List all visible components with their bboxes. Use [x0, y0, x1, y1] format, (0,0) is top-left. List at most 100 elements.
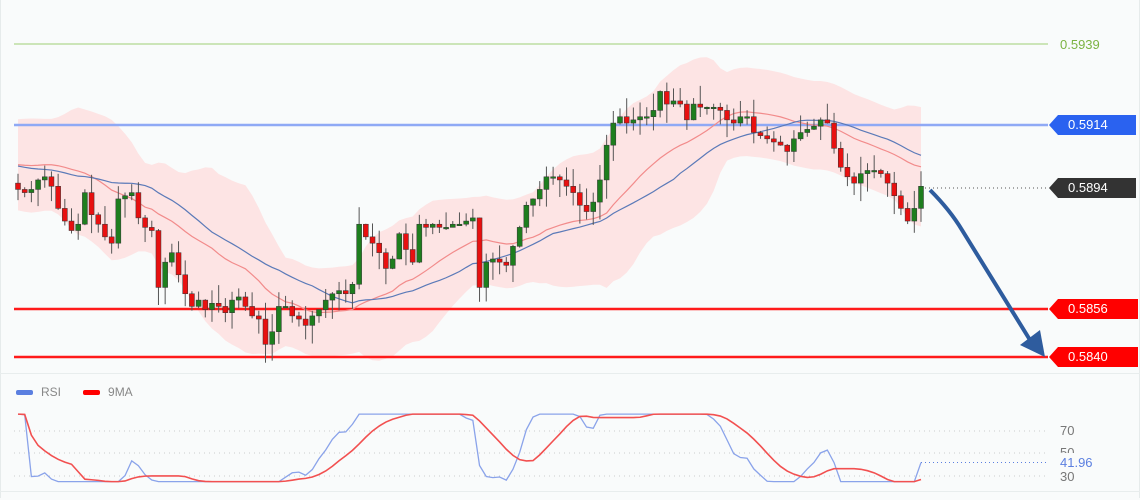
candle-body[interactable] — [757, 132, 764, 136]
candle-body[interactable] — [536, 189, 543, 200]
candle-body[interactable] — [195, 299, 202, 307]
candle-body[interactable] — [670, 100, 677, 105]
candle-body[interactable] — [115, 198, 122, 244]
candle-body[interactable] — [476, 217, 483, 288]
candle-body[interactable] — [128, 192, 135, 197]
candle-body[interactable] — [557, 176, 563, 181]
candle-body[interactable] — [470, 217, 476, 222]
candle-body[interactable] — [530, 198, 536, 206]
candle-body[interactable] — [898, 195, 904, 209]
candle-body[interactable] — [637, 116, 643, 121]
candle-body[interactable] — [302, 318, 309, 326]
candle-body[interactable] — [416, 223, 423, 263]
candle-body[interactable] — [396, 233, 403, 260]
candle-body[interactable] — [730, 119, 737, 124]
candle-body[interactable] — [376, 242, 382, 253]
candle-body[interactable] — [583, 204, 590, 212]
candle-body[interactable] — [570, 186, 576, 193]
candle-body[interactable] — [677, 100, 683, 105]
candle-body[interactable] — [523, 204, 530, 228]
candle-body[interactable] — [496, 258, 503, 263]
candle-body[interactable] — [256, 315, 262, 320]
candle-body[interactable] — [309, 315, 316, 326]
candle-body[interactable] — [343, 290, 349, 295]
candle-body[interactable] — [322, 299, 329, 310]
candle-body[interactable] — [155, 230, 162, 288]
candle-body[interactable] — [135, 192, 142, 219]
candle-body[interactable] — [175, 252, 182, 276]
candle-body[interactable] — [884, 173, 891, 184]
candle-body[interactable] — [577, 192, 583, 206]
candle-body[interactable] — [235, 296, 242, 301]
candle-body[interactable] — [229, 299, 235, 313]
candle-body[interactable] — [450, 223, 456, 228]
candle-body[interactable] — [904, 208, 911, 222]
candle-body[interactable] — [644, 116, 650, 119]
candle-body[interactable] — [777, 141, 784, 146]
candle-body[interactable] — [68, 220, 75, 231]
candle-body[interactable] — [791, 138, 797, 152]
candle-body[interactable] — [242, 296, 249, 307]
candle-body[interactable] — [329, 293, 336, 301]
candle-body[interactable] — [28, 189, 35, 193]
candle-body[interactable] — [35, 179, 41, 190]
candle-body[interactable] — [363, 223, 369, 238]
candle-body[interactable] — [797, 132, 804, 140]
candle-body[interactable] — [710, 106, 717, 109]
candle-body[interactable] — [510, 246, 516, 266]
candle-body[interactable] — [169, 252, 175, 263]
candle-body[interactable] — [563, 179, 570, 187]
candle-body[interactable] — [423, 223, 429, 228]
candle-body[interactable] — [851, 176, 857, 184]
candle-body[interactable] — [610, 122, 617, 146]
candle-body[interactable] — [142, 217, 148, 228]
legend-rsi[interactable]: RSI — [16, 385, 61, 399]
candle-body[interactable] — [122, 195, 128, 200]
candle-body[interactable] — [349, 284, 356, 295]
candle-body[interactable] — [409, 249, 416, 263]
candle-body[interactable] — [162, 261, 168, 288]
candle-body[interactable] — [597, 179, 603, 203]
candle-body[interactable] — [149, 227, 155, 231]
candle-body[interactable] — [744, 116, 750, 119]
candle-body[interactable] — [724, 110, 730, 121]
candle-body[interactable] — [878, 170, 884, 174]
candle-body[interactable] — [383, 252, 389, 269]
candle-body[interactable] — [717, 106, 724, 111]
candle-body[interactable] — [824, 119, 831, 124]
candle-body[interactable] — [55, 186, 61, 209]
candle-body[interactable] — [490, 258, 496, 263]
candle-body[interactable] — [911, 208, 918, 222]
candle-body[interactable] — [483, 261, 489, 288]
candle-body[interactable] — [844, 167, 851, 178]
candle-body[interactable] — [202, 299, 209, 310]
candle-body[interactable] — [864, 170, 871, 174]
candle-body[interactable] — [282, 306, 289, 309]
candle-body[interactable] — [837, 148, 844, 168]
candle-body[interactable] — [650, 110, 657, 117]
candle-body[interactable] — [751, 116, 757, 133]
candle-body[interactable] — [737, 116, 744, 124]
candle-body[interactable] — [590, 201, 596, 212]
candle-body[interactable] — [804, 129, 811, 133]
candle-body[interactable] — [389, 258, 396, 269]
candle-body[interactable] — [95, 214, 102, 225]
candle-body[interactable] — [657, 91, 663, 111]
candle-body[interactable] — [209, 303, 215, 310]
candle-body[interactable] — [62, 208, 68, 222]
candle-body[interactable] — [269, 331, 275, 345]
candle-body[interactable] — [690, 103, 697, 121]
candle-body[interactable] — [42, 176, 48, 181]
candle-body[interactable] — [369, 236, 376, 244]
candle-body[interactable] — [516, 227, 523, 247]
candle-body[interactable] — [262, 318, 269, 345]
candle-body[interactable] — [463, 220, 469, 225]
candle-body[interactable] — [215, 303, 222, 307]
candle-body[interactable] — [15, 182, 21, 190]
candle-body[interactable] — [858, 173, 864, 184]
candle-body[interactable] — [630, 119, 637, 124]
candle-body[interactable] — [108, 236, 115, 244]
candle-body[interactable] — [316, 309, 322, 317]
candle-body[interactable] — [764, 135, 770, 140]
candle-body[interactable] — [918, 186, 924, 209]
